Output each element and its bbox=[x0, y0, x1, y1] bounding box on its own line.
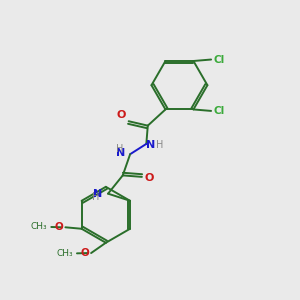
Text: O: O bbox=[117, 110, 126, 120]
Text: H: H bbox=[116, 144, 124, 154]
Text: Cl: Cl bbox=[213, 106, 224, 116]
Text: N: N bbox=[94, 189, 103, 199]
Text: H: H bbox=[156, 140, 163, 150]
Text: O: O bbox=[80, 248, 89, 258]
Text: CH₃: CH₃ bbox=[56, 249, 73, 258]
Text: H: H bbox=[92, 192, 99, 202]
Text: O: O bbox=[54, 222, 63, 232]
Text: N: N bbox=[146, 140, 155, 150]
Text: Cl: Cl bbox=[213, 55, 224, 64]
Text: N: N bbox=[116, 148, 126, 158]
Text: CH₃: CH₃ bbox=[31, 222, 47, 231]
Text: O: O bbox=[144, 173, 154, 183]
